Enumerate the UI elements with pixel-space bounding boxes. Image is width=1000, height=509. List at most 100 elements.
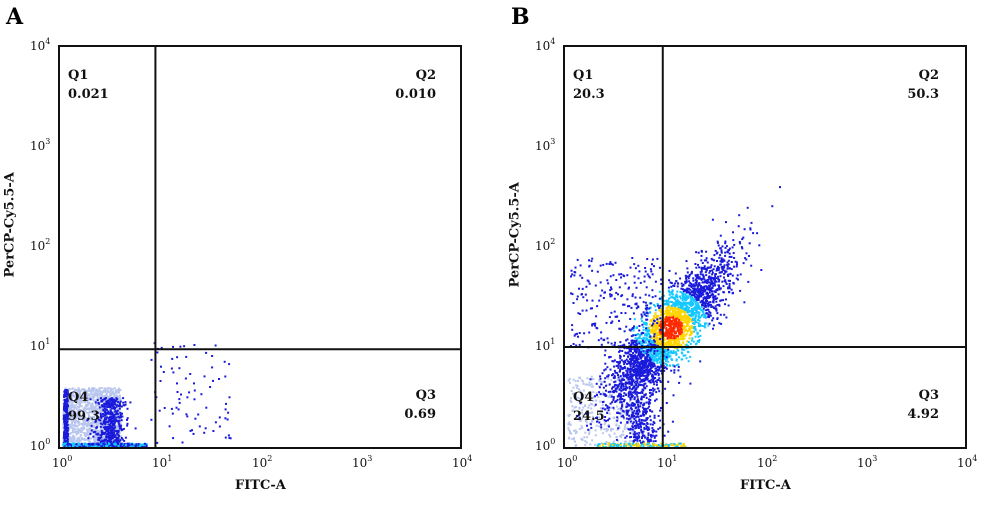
event-dot bbox=[106, 442, 109, 445]
event-dot bbox=[643, 394, 646, 397]
event-dot bbox=[651, 359, 654, 361]
event-dot bbox=[112, 427, 115, 430]
event-dot bbox=[663, 333, 666, 336]
event-dot bbox=[596, 394, 598, 396]
event-dot bbox=[640, 340, 642, 343]
event-dot bbox=[80, 422, 83, 425]
event-dot bbox=[172, 437, 175, 440]
event-dot bbox=[83, 427, 86, 430]
event-dot bbox=[112, 401, 115, 404]
event-dot bbox=[653, 324, 656, 327]
event-dot bbox=[699, 325, 701, 328]
event-dot bbox=[682, 335, 685, 338]
event-dot bbox=[84, 399, 87, 402]
event-dot bbox=[610, 395, 613, 398]
event-dot bbox=[680, 318, 683, 321]
event-dot bbox=[743, 228, 746, 231]
event-dot bbox=[81, 422, 84, 425]
event-dot bbox=[89, 437, 92, 440]
event-dot bbox=[110, 399, 113, 402]
event-dot bbox=[686, 329, 689, 332]
event-dot bbox=[64, 423, 67, 426]
event-dot bbox=[96, 433, 99, 436]
event-dot bbox=[695, 279, 698, 282]
event-dot bbox=[657, 314, 660, 317]
event-dot bbox=[89, 431, 92, 434]
event-dot bbox=[649, 306, 652, 309]
event-dot bbox=[575, 431, 578, 433]
event-dot bbox=[160, 365, 162, 368]
event-dot bbox=[66, 413, 69, 416]
event-dot bbox=[670, 305, 673, 307]
event-dot bbox=[634, 355, 637, 358]
event-dot bbox=[594, 434, 597, 437]
event-dot bbox=[737, 278, 739, 281]
event-dot bbox=[79, 431, 82, 434]
event-dot bbox=[81, 437, 84, 439]
event-dot bbox=[67, 395, 70, 398]
event-dot bbox=[114, 390, 117, 393]
event-dot bbox=[621, 379, 624, 382]
event-dot bbox=[581, 427, 584, 430]
event-dot bbox=[698, 323, 701, 326]
event-dot bbox=[83, 434, 86, 437]
event-dot bbox=[101, 399, 104, 402]
event-dot bbox=[114, 439, 117, 442]
event-dot bbox=[117, 424, 120, 427]
event-dot bbox=[623, 440, 626, 443]
event-dot bbox=[697, 321, 700, 324]
event-dot bbox=[609, 395, 612, 398]
event-dot bbox=[178, 398, 181, 401]
event-dot bbox=[133, 443, 136, 446]
event-dot bbox=[693, 327, 696, 330]
event-dot bbox=[111, 434, 114, 437]
event-dot bbox=[93, 388, 96, 391]
event-dot bbox=[648, 333, 651, 336]
event-dot bbox=[671, 301, 674, 304]
event-dot bbox=[697, 307, 700, 310]
event-dot bbox=[593, 405, 596, 407]
event-dot bbox=[572, 409, 575, 412]
event-dot bbox=[663, 343, 666, 346]
event-dot bbox=[76, 399, 79, 402]
event-dot bbox=[608, 383, 611, 386]
event-dot bbox=[134, 427, 137, 430]
event-dot bbox=[648, 327, 651, 330]
event-dot bbox=[695, 277, 698, 279]
event-dot bbox=[601, 404, 604, 406]
event-dot bbox=[178, 401, 181, 404]
event-dot bbox=[714, 291, 717, 293]
event-dot bbox=[88, 408, 91, 411]
event-dot bbox=[709, 301, 712, 304]
event-dot bbox=[573, 392, 576, 395]
event-dot bbox=[718, 322, 721, 325]
event-dot bbox=[657, 330, 660, 333]
event-dot bbox=[779, 186, 781, 189]
event-dot bbox=[109, 434, 112, 437]
event-dot bbox=[722, 269, 725, 271]
event-dot bbox=[569, 399, 572, 402]
event-dot bbox=[619, 434, 622, 437]
event-dot bbox=[672, 336, 675, 339]
event-dot bbox=[185, 355, 188, 358]
event-dot bbox=[690, 291, 693, 294]
event-dot bbox=[111, 397, 113, 400]
event-dot bbox=[663, 299, 666, 302]
event-dot bbox=[726, 261, 729, 264]
event-dot bbox=[710, 294, 713, 297]
event-dot bbox=[93, 392, 96, 395]
event-dot bbox=[111, 422, 114, 425]
event-dot bbox=[613, 381, 616, 384]
event-dot bbox=[86, 423, 89, 426]
event-dot bbox=[617, 408, 620, 410]
event-dot bbox=[71, 392, 74, 395]
event-dot bbox=[695, 283, 698, 286]
event-dot bbox=[705, 312, 708, 315]
event-dot bbox=[635, 348, 638, 351]
event-dot bbox=[617, 376, 620, 379]
event-dot bbox=[617, 439, 619, 442]
event-dot bbox=[594, 443, 596, 446]
event-dot bbox=[682, 309, 685, 312]
event-dot bbox=[667, 356, 670, 358]
event-dot bbox=[112, 407, 115, 410]
